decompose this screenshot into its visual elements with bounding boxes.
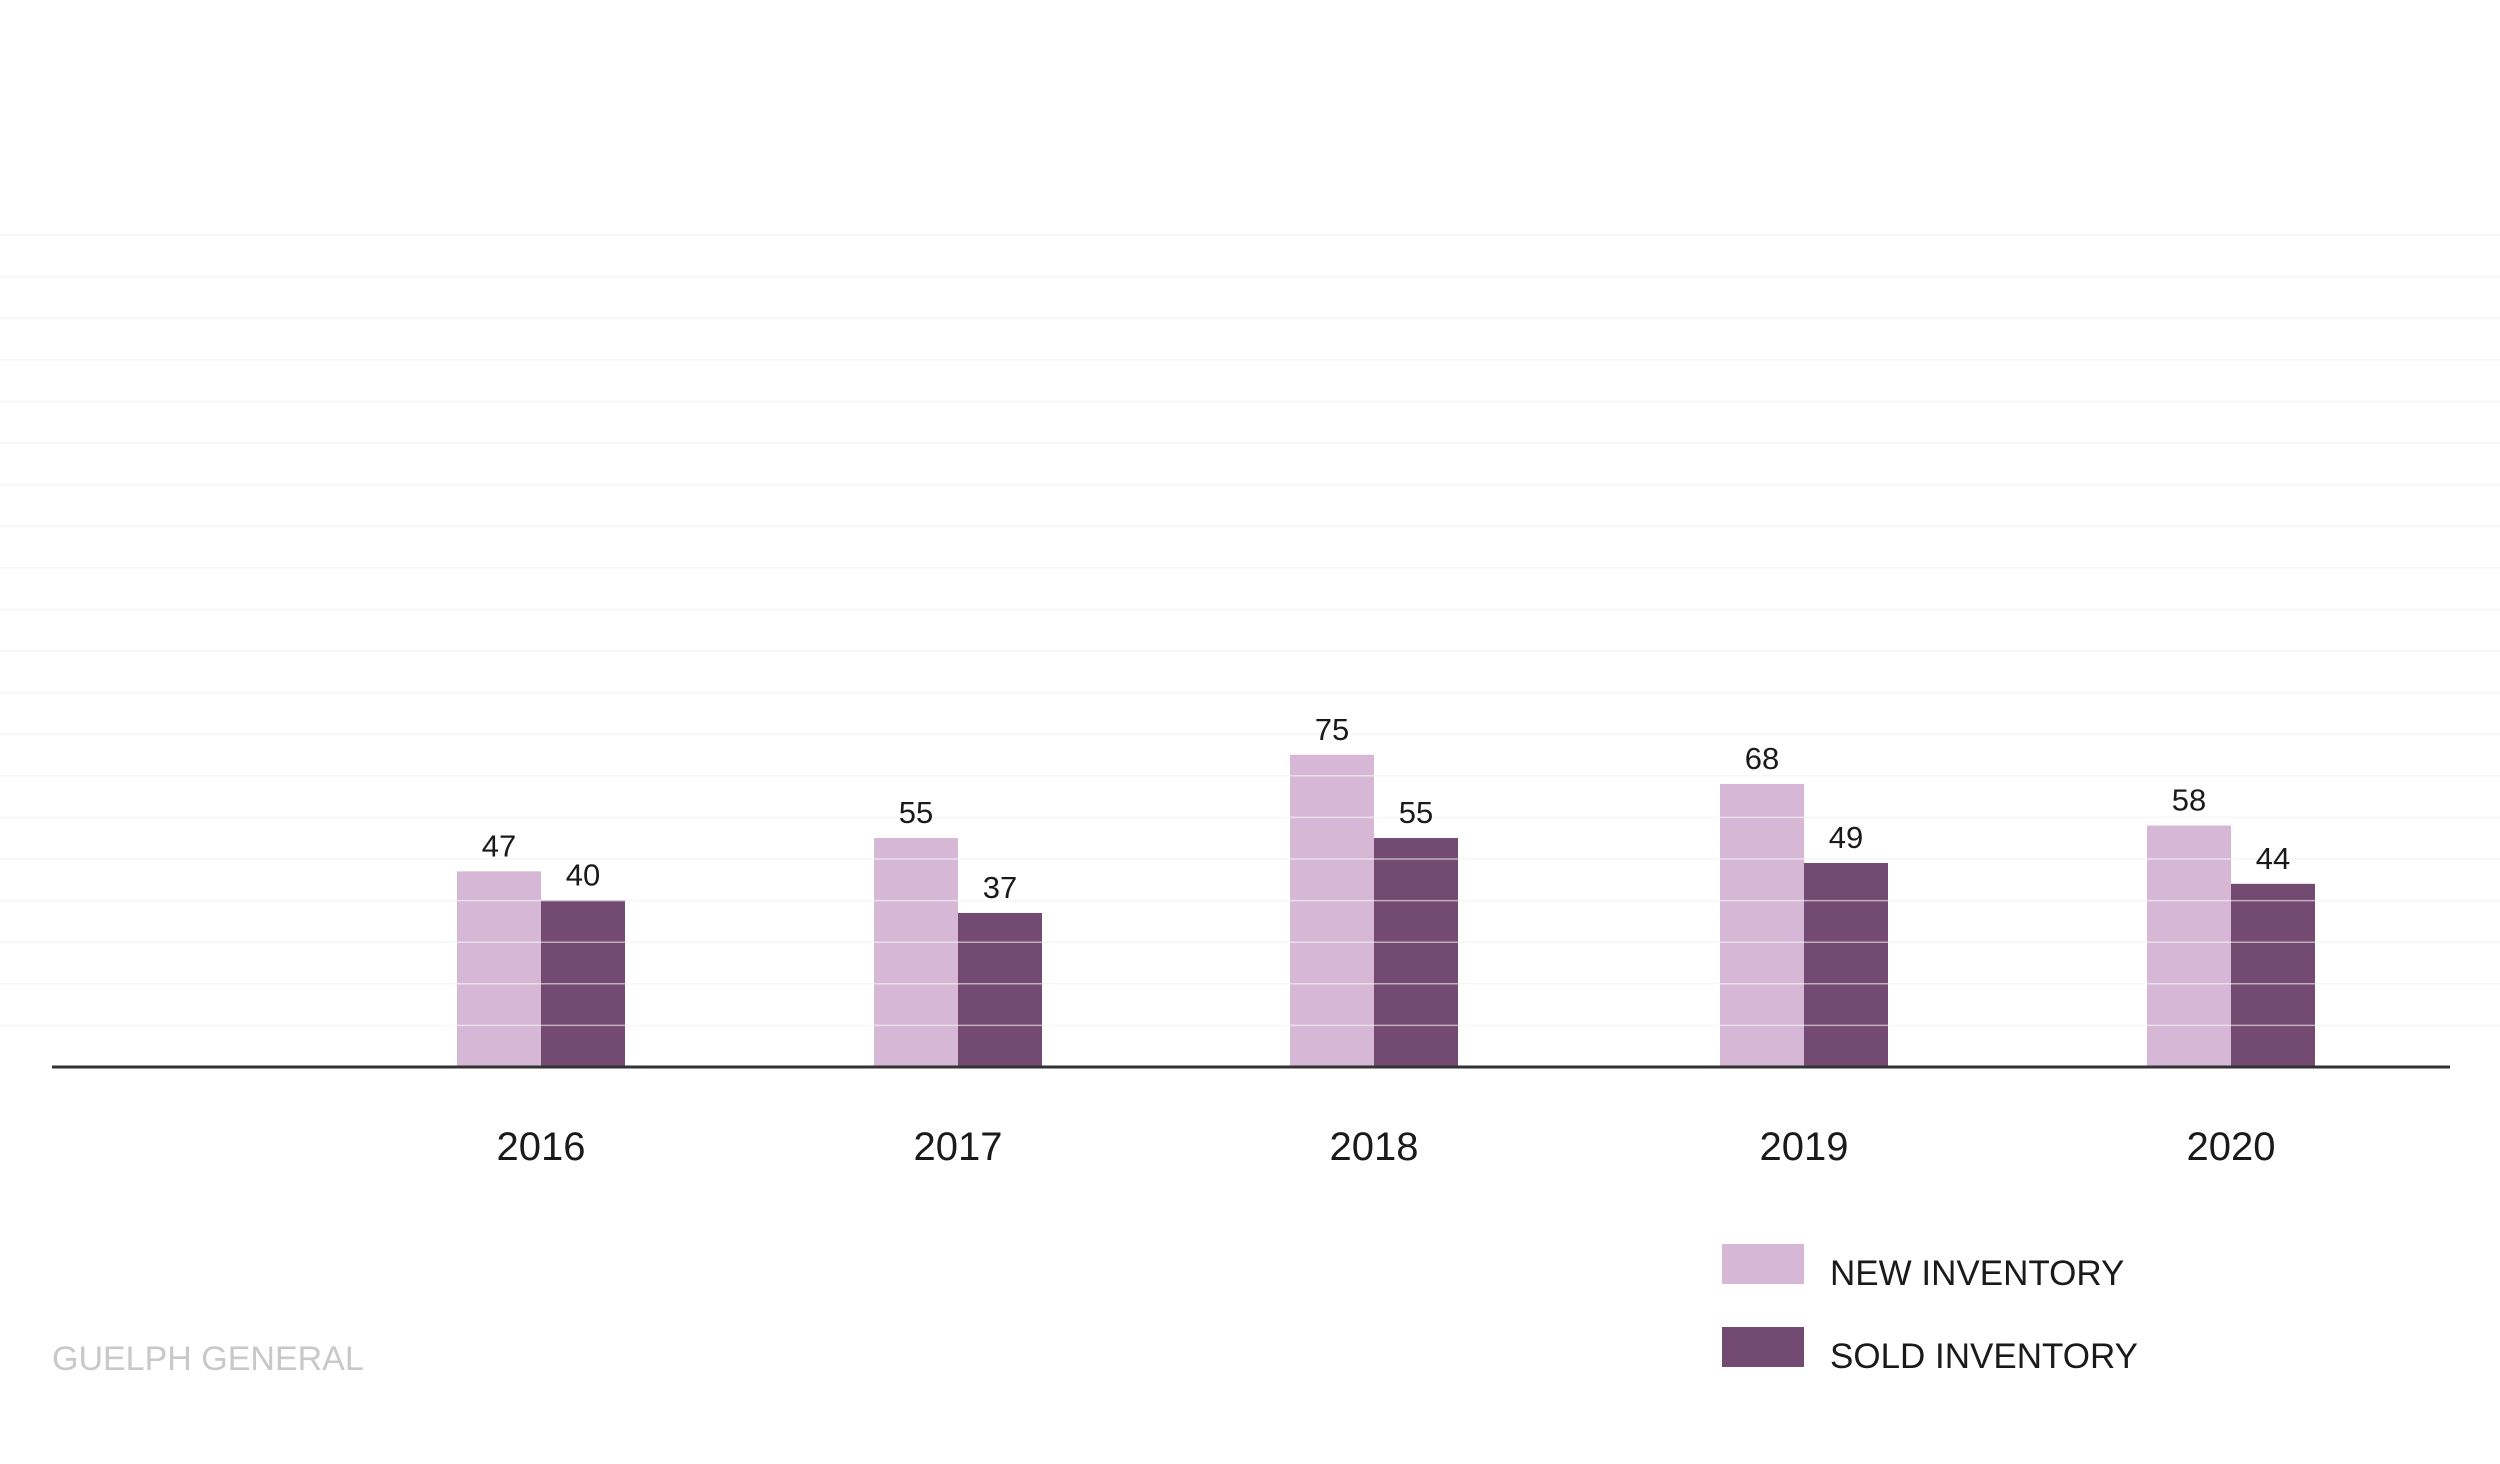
bars [457, 754, 2315, 1067]
bar-sold-2020 [2231, 883, 2315, 1067]
bar-new-2020 [2147, 825, 2231, 1067]
x-tick-label: 2019 [1760, 1125, 1849, 1169]
x-tick-label: 2018 [1330, 1125, 1419, 1169]
legend-swatch [1722, 1327, 1804, 1367]
data-label: 49 [1829, 820, 1863, 855]
legend-label: NEW INVENTORY [1830, 1254, 2124, 1293]
x-tick-label: 2017 [914, 1125, 1003, 1169]
legend-label: SOLD INVENTORY [1830, 1337, 2138, 1376]
bar-new-2017 [874, 838, 958, 1067]
bar-sold-2018 [1374, 838, 1458, 1067]
data-label: 68 [1745, 741, 1779, 776]
data-label: 55 [899, 795, 933, 830]
bar-sold-2019 [1804, 863, 1888, 1067]
bar-sold-2017 [958, 912, 1042, 1067]
data-label: 58 [2172, 783, 2206, 818]
data-label: 55 [1399, 795, 1433, 830]
grid-lines [0, 234, 2500, 1027]
bar-new-2016 [457, 871, 541, 1067]
x-tick-labels: 2016 2017 2018 2019 2020 [497, 1125, 2276, 1169]
data-label: 44 [2256, 841, 2290, 876]
x-tick-label: 2016 [497, 1125, 586, 1169]
data-label: 47 [482, 828, 516, 863]
source-label: GUELPH GENERAL [52, 1340, 364, 1378]
data-label: 75 [1315, 712, 1349, 747]
data-label: 37 [983, 870, 1017, 905]
bar-new-2018 [1290, 754, 1374, 1067]
x-tick-label: 2020 [2187, 1125, 2276, 1169]
bar-new-2019 [1720, 783, 1804, 1067]
legend: NEW INVENTORY SOLD INVENTORY [1722, 1244, 2138, 1376]
overlay-grid-lines [0, 234, 2500, 1027]
legend-swatch [1722, 1244, 1804, 1284]
data-label: 40 [566, 857, 600, 892]
data-labels: 47 40 55 37 75 55 68 49 58 44 [482, 712, 2290, 905]
